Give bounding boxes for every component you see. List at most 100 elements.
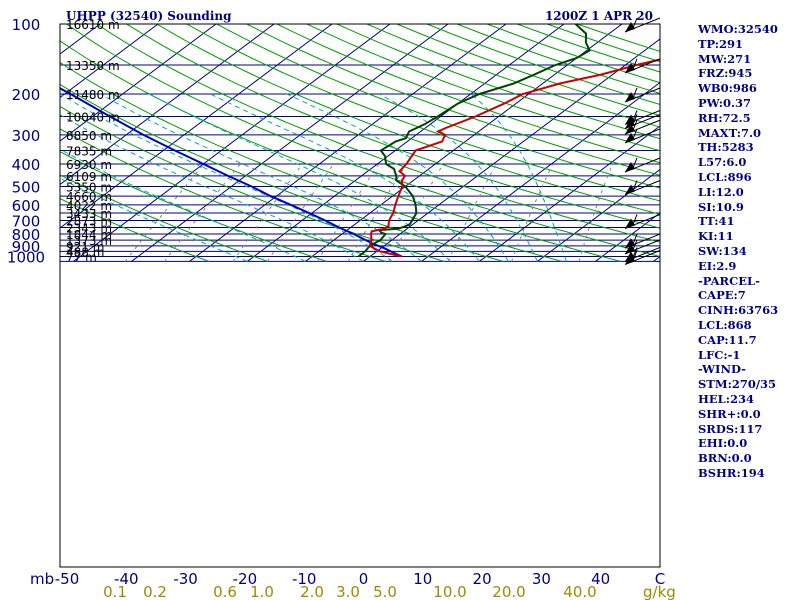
dry-adiabat: [60, 198, 210, 262]
temperature-tick-label: -20: [233, 570, 258, 588]
pressure-tick-label: 600: [12, 197, 41, 215]
dry-adiabat: [306, 24, 660, 152]
wind-barb: [624, 119, 661, 135]
dry-adiabat: [96, 24, 660, 243]
index-row: MAXT:7.0: [698, 125, 761, 140]
index-row: LCL:868: [698, 317, 752, 332]
mixing-ratio-tick-label: 0.1: [103, 583, 127, 600]
dry-adiabat: [156, 24, 660, 215]
isotherm-line: [60, 24, 159, 99]
height-label: 6930 m: [66, 158, 112, 172]
dry-adiabat: [60, 105, 445, 262]
dry-adiabat: [336, 24, 660, 140]
index-row: RH:72.5: [698, 110, 751, 125]
dry-adiabat: [60, 128, 386, 262]
index-row: SW:134: [698, 243, 747, 258]
pressure-tick-label: 200: [12, 86, 41, 104]
height-label: 3433 m: [66, 207, 112, 221]
index-row: EI:2.9: [698, 258, 737, 273]
index-row: LFC:-1: [698, 347, 741, 362]
moist-adiabat: [60, 148, 306, 262]
moist-adiabat: [378, 93, 538, 262]
index-row: SRDS:117: [698, 421, 763, 436]
isotherm-line: [247, 24, 565, 262]
index-row: L57:6.0: [698, 155, 747, 170]
mixing-ratio-labels: 0.1 0.2 0.6 1.0 2.0 3.0 5.0 10.0 20.0 40.0: [103, 583, 597, 600]
dewpoint-trace: [357, 24, 591, 258]
pressure-tick-label: 800: [12, 226, 41, 244]
pressure-tick-label: 1000: [7, 249, 45, 267]
height-label: 4022 m: [66, 199, 112, 213]
wind-barb: [624, 110, 661, 125]
gkg-unit-label: g/kg: [643, 583, 676, 600]
mixing-ratio-tick-label: 5.0: [373, 583, 397, 600]
index-row: CAPE:7: [698, 288, 746, 303]
dry-adiabat: [66, 24, 660, 258]
wind-barb: [624, 114, 661, 129]
chart-title: UHPP (32540) Sounding: [66, 9, 232, 23]
moist-adiabat: [100, 93, 422, 262]
height-label: 7835 m: [66, 144, 112, 158]
wind-barb: [624, 180, 661, 195]
pressure-tick-label: 700: [12, 212, 41, 230]
index-row: SI:10.9: [698, 199, 744, 214]
height-label: 1373 m: [66, 234, 112, 248]
dry-adiabat: [60, 174, 269, 262]
dry-adiabat: [60, 61, 563, 262]
dry-adiabat: [60, 83, 504, 262]
index-row: BSHR:194: [698, 465, 765, 480]
index-row: MW:271: [698, 51, 752, 66]
height-label: 11480 m: [66, 88, 120, 102]
index-row: LCL:896: [698, 169, 752, 184]
height-label: 16610 m: [66, 18, 120, 32]
index-row: PW:0.37: [698, 95, 752, 110]
dry-adiabat: [216, 24, 660, 189]
index-row: KI:11: [698, 229, 734, 244]
pressure-tick-label: 400: [12, 156, 41, 174]
mixing-ratio-tick-label: 3.0: [336, 583, 360, 600]
height-label: 13350 m: [66, 59, 120, 73]
plot-frame: [59, 23, 661, 568]
pressure-tick-label: 500: [12, 179, 41, 197]
temperature-tick-label: 30: [532, 570, 551, 588]
index-row: CAP:11.7: [698, 332, 757, 347]
wind-barb: [624, 157, 661, 173]
pressure-tick-label: 100: [12, 16, 41, 34]
moist-adiabat: [60, 177, 248, 262]
wind-barb: [624, 58, 661, 74]
mb-unit-label: mb: [30, 570, 54, 588]
pressure-tick-label: 900: [12, 238, 41, 256]
dry-adiabat: [60, 40, 622, 262]
temperature-axis-labels: -50 -40 -30 -20 -10 0 10 20 30 40 C: [55, 570, 665, 588]
moist-adiabat: [210, 93, 480, 262]
height-label: 921 m: [66, 240, 104, 254]
height-label: 10040 m: [66, 111, 120, 125]
mixing-ratio-line: [232, 163, 303, 262]
height-label: 6109 m: [66, 170, 112, 184]
grid-lines: [60, 24, 660, 262]
moist-adiabat: [60, 93, 393, 262]
sounding-profiles: [60, 24, 660, 258]
mixing-ratio-tick-label: 0.2: [143, 583, 167, 600]
mixing-ratio-tick-label: 20.0: [492, 583, 525, 600]
mixing-ratio-tick-label: 1.0: [250, 583, 274, 600]
isotherm-line: [421, 81, 660, 262]
mixing-ratio-line: [267, 163, 335, 262]
height-label: 5350 m: [66, 181, 112, 195]
height-label: 77 m: [66, 251, 97, 265]
isotherm-line: [60, 24, 275, 186]
index-row: STM:270/35: [698, 377, 777, 392]
wind-barb: [624, 214, 661, 229]
index-row: TH:5283: [698, 140, 754, 155]
temperature-tick-label: C: [655, 570, 665, 588]
index-row: EHI:0.0: [698, 436, 748, 451]
wind-barb: [624, 87, 661, 103]
parcel-trace: [60, 87, 403, 258]
height-label: 2873 m: [66, 214, 112, 228]
mixing-ratio-tick-label: 0.6: [213, 583, 237, 600]
height-label: 2343 m: [66, 221, 112, 235]
height-label: 488 m: [66, 245, 104, 259]
index-row: FRZ:945: [698, 66, 753, 81]
index-row: TP:291: [698, 36, 744, 51]
temperature-tick-label: 20: [473, 570, 492, 588]
